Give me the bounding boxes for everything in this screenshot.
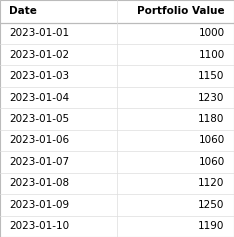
Text: 2023-01-10: 2023-01-10 [9, 221, 69, 231]
Text: 2023-01-02: 2023-01-02 [9, 50, 69, 60]
Bar [0, 216, 234, 237]
Text: 2023-01-05: 2023-01-05 [9, 114, 69, 124]
Text: 2023-01-07: 2023-01-07 [9, 157, 69, 167]
Text: 2023-01-01: 2023-01-01 [9, 28, 69, 38]
Text: 1120: 1120 [198, 178, 225, 188]
Text: 2023-01-03: 2023-01-03 [9, 71, 69, 81]
Text: 1180: 1180 [198, 114, 225, 124]
Text: 1230: 1230 [198, 93, 225, 103]
Text: 1100: 1100 [198, 50, 225, 60]
Bar [0, 194, 234, 216]
Text: 1190: 1190 [198, 221, 225, 231]
Text: 1000: 1000 [198, 28, 225, 38]
Text: 1060: 1060 [198, 136, 225, 146]
Bar [0, 23, 234, 44]
Text: 2023-01-06: 2023-01-06 [9, 136, 69, 146]
Bar [0, 108, 234, 130]
Text: 1250: 1250 [198, 200, 225, 210]
Bar [0, 0, 234, 23]
Text: Portfolio Value: Portfolio Value [137, 6, 225, 16]
Bar [0, 65, 234, 87]
Bar [0, 151, 234, 173]
Text: 2023-01-08: 2023-01-08 [9, 178, 69, 188]
Bar [0, 173, 234, 194]
Text: 1060: 1060 [198, 157, 225, 167]
Text: Date: Date [9, 6, 37, 16]
Bar [0, 44, 234, 65]
Bar [0, 87, 234, 108]
Text: 2023-01-04: 2023-01-04 [9, 93, 69, 103]
Text: 1150: 1150 [198, 71, 225, 81]
Text: 2023-01-09: 2023-01-09 [9, 200, 69, 210]
Bar [0, 130, 234, 151]
